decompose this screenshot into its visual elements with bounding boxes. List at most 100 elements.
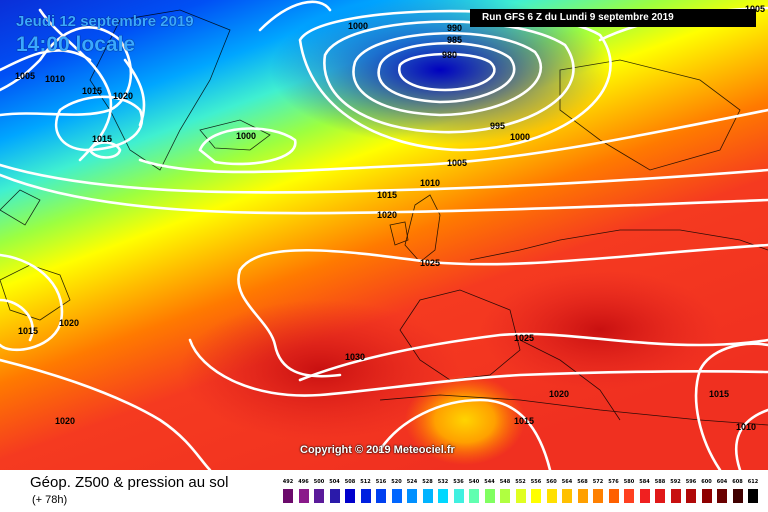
legend-swatch xyxy=(452,488,465,504)
legend-swatch xyxy=(592,488,604,504)
legend-label: 580 xyxy=(623,479,635,485)
isobar-985 xyxy=(377,41,516,104)
legend-label: 600 xyxy=(701,479,712,485)
isobars xyxy=(0,0,768,470)
isobar-label: 1005 xyxy=(15,71,35,81)
legend-label: 536 xyxy=(453,479,464,485)
legend-label: 608 xyxy=(732,479,743,485)
legend-swatch xyxy=(700,488,713,504)
isobar-label: 1000 xyxy=(348,21,368,31)
isobar-1000-west xyxy=(198,127,297,166)
legend-swatch xyxy=(499,488,511,504)
legend-label: 596 xyxy=(685,479,697,485)
legend-label: 560 xyxy=(546,479,557,485)
isobar-label: 1020 xyxy=(59,318,79,328)
legend-swatch xyxy=(437,488,449,504)
legend-swatch xyxy=(359,488,372,504)
isobar-label: 1010 xyxy=(420,178,440,188)
isobar-label: 1020 xyxy=(113,91,133,101)
legend-label: 568 xyxy=(577,479,588,485)
legend-label: 492 xyxy=(282,479,294,485)
legend-label: 508 xyxy=(344,479,356,485)
legend-swatch xyxy=(313,488,325,504)
isobar-label: 1015 xyxy=(18,326,38,336)
legend-swatch xyxy=(406,488,418,504)
isobar-980 xyxy=(397,52,496,92)
legend-swatch xyxy=(638,488,651,504)
isobar-label: 1000 xyxy=(510,132,530,142)
legend-label: 548 xyxy=(499,479,511,485)
legend-label: 544 xyxy=(484,479,495,485)
isobar-label: 1020 xyxy=(55,416,75,426)
legend-label: 524 xyxy=(406,479,418,485)
legend-swatch xyxy=(375,488,387,504)
legend-swatch xyxy=(421,488,434,504)
isobar-1025 xyxy=(238,243,768,272)
legend-swatch xyxy=(747,488,759,504)
isobar-label: 1025 xyxy=(514,333,534,343)
isobar-label: 1010 xyxy=(45,74,65,84)
legend-swatch xyxy=(344,488,356,504)
legend-swatch xyxy=(576,488,589,504)
legend-label: 528 xyxy=(422,479,433,485)
legend-swatch xyxy=(685,488,697,504)
legend-swatch xyxy=(669,488,682,504)
isobar-label: 990 xyxy=(447,23,462,33)
high-geopotential-core-east xyxy=(480,270,720,390)
legend-label: 584 xyxy=(639,479,650,485)
legend-label: 496 xyxy=(298,479,309,485)
isobar-1005-north xyxy=(258,0,332,32)
legend-label: 556 xyxy=(530,479,542,485)
legend-label: 576 xyxy=(608,479,619,485)
legend-swatch xyxy=(390,488,403,504)
legend-swatch xyxy=(545,488,558,504)
legend-swatch xyxy=(483,488,496,504)
isobar-1020-west xyxy=(0,253,64,352)
isobar-label: 1020 xyxy=(377,210,397,220)
legend-label: 504 xyxy=(329,479,340,485)
legend-label: 572 xyxy=(592,479,604,485)
isobar-label: 1005 xyxy=(447,158,467,168)
legend-swatch xyxy=(654,488,666,504)
legend-swatch xyxy=(468,488,480,504)
weather-map: 1005 990 985 980 1000 1005 1010 1015 102… xyxy=(0,0,768,470)
legend-label: 500 xyxy=(313,479,325,485)
isobar-label: 1015 xyxy=(92,134,112,144)
isobar-label: 1020 xyxy=(549,389,569,399)
legend-label: 612 xyxy=(747,479,759,485)
isobar-label: 1010 xyxy=(736,422,756,432)
isobar-label: 1015 xyxy=(709,389,729,399)
legend-swatch xyxy=(561,488,573,504)
legend-label: 552 xyxy=(515,479,526,485)
high-geopotential-core-west xyxy=(180,300,460,440)
legend-label: 604 xyxy=(716,479,728,485)
legend-swatch xyxy=(514,488,527,504)
legend-swatch xyxy=(282,488,294,504)
isobar-1030 xyxy=(298,332,768,382)
legend-label: 520 xyxy=(391,479,402,485)
low-pressure-core xyxy=(270,0,610,145)
isobar-label: 1030 xyxy=(345,352,365,362)
legend-label: 540 xyxy=(468,479,480,485)
legend-label: 588 xyxy=(654,479,666,485)
legend-label: 532 xyxy=(437,479,449,485)
forecast-date: Jeudi 12 septembre 2019 xyxy=(16,13,194,30)
isobar-label: 1000 xyxy=(236,131,256,141)
isobar-990 xyxy=(352,32,543,117)
forecast-local-time: 14:00 locale xyxy=(16,33,136,56)
isobar-1015 xyxy=(54,95,144,152)
isobar-label: 1015 xyxy=(82,86,102,96)
model-run-label: Run GFS 6 Z du Lundi 9 septembre 2019 xyxy=(470,9,756,27)
legend-swatch xyxy=(623,488,635,504)
copyright-notice: Copyright © 2019 Meteociel.fr xyxy=(300,444,455,456)
isobar-1010 xyxy=(0,49,92,72)
isobar-label: 995 xyxy=(490,121,505,131)
legend-label: 592 xyxy=(670,479,681,485)
isobar-label: 1015 xyxy=(377,190,397,200)
isobar-label: 1025 xyxy=(420,258,440,268)
legend-swatch xyxy=(731,488,744,504)
isobar-label: 985 xyxy=(447,35,462,45)
color-scale-legend: 492 496 500 504 508 512 516 520 524 528 532 536 540 5… xyxy=(282,479,759,507)
legend-swatch xyxy=(716,488,728,504)
